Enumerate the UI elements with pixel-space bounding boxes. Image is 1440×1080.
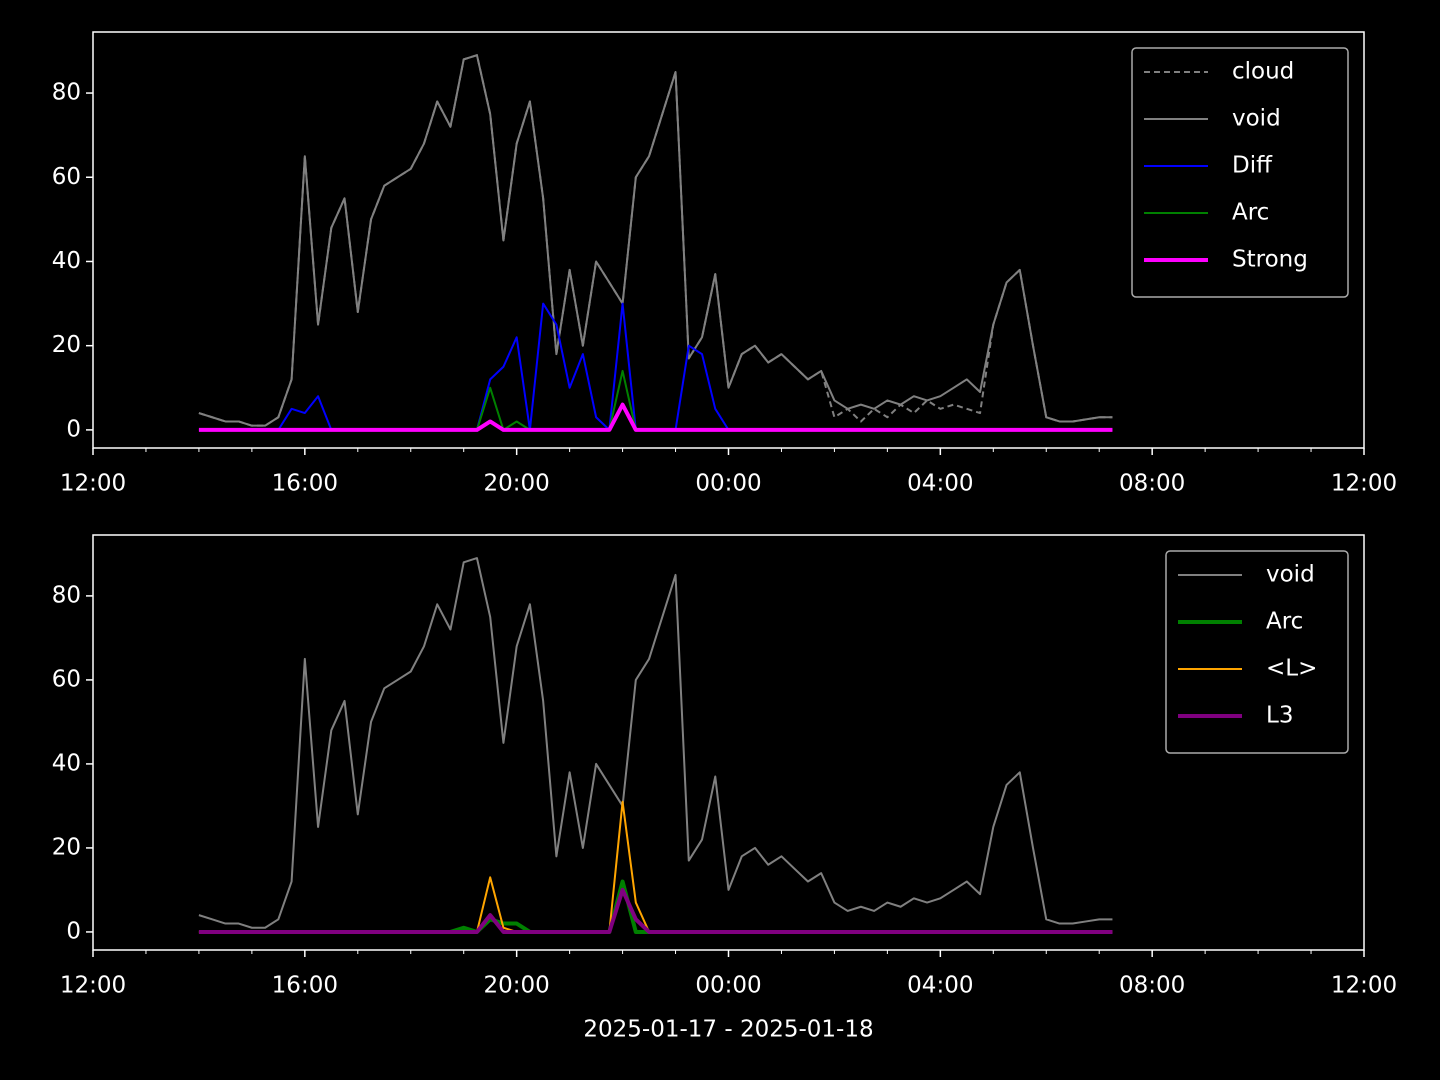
y-tick-label: 60	[52, 164, 81, 190]
axes-frame	[92, 534, 1365, 951]
y-tick-label: 80	[52, 582, 81, 608]
x-axis-label: 2025-01-17 - 2025-01-18	[583, 1017, 873, 1043]
x-tick-label: 16:00	[272, 471, 338, 497]
x-tick-label: 12:00	[1331, 471, 1397, 497]
legend-label: Arc	[1266, 609, 1303, 635]
y-tick-label: 20	[52, 332, 81, 358]
axes-frame	[92, 31, 1365, 449]
y-tick-label: 40	[52, 750, 81, 776]
series-line	[198, 557, 1113, 929]
legend-label: Arc	[1232, 200, 1269, 226]
x-tick-label: 12:00	[60, 973, 126, 999]
y-tick-label: 0	[66, 416, 81, 442]
legend-label: void	[1232, 106, 1281, 132]
y-tick-label: 40	[52, 248, 81, 274]
legend-label: L3	[1266, 703, 1293, 729]
y-tick-label: 20	[52, 834, 81, 860]
legend-label: Diff	[1232, 153, 1273, 179]
legend-box	[1131, 47, 1349, 298]
x-tick-label: 20:00	[484, 471, 550, 497]
legend-label: <L>	[1266, 656, 1317, 682]
y-tick-label: 60	[52, 666, 81, 692]
y-tick-label: 0	[66, 918, 81, 944]
x-tick-label: 08:00	[1119, 471, 1185, 497]
x-tick-label: 16:00	[272, 973, 338, 999]
x-tick-label: 08:00	[1119, 973, 1185, 999]
x-tick-label: 12:00	[1331, 973, 1397, 999]
series-line	[198, 887, 1113, 934]
plot-area	[198, 54, 1113, 432]
legend: cloud void Diff Arc Strong	[1131, 47, 1349, 298]
plot-area	[198, 557, 1113, 934]
y-tick-label: 80	[52, 80, 81, 106]
x-tick-label: 20:00	[484, 973, 550, 999]
legend-label: Strong	[1232, 247, 1308, 273]
legend-label: void	[1266, 562, 1315, 588]
x-tick-label: 12:00	[60, 471, 126, 497]
legend: void Arc <L> L3	[1165, 550, 1349, 754]
x-tick-label: 04:00	[907, 471, 973, 497]
x-tick-label: 00:00	[695, 973, 761, 999]
x-tick-label: 00:00	[695, 471, 761, 497]
series-line	[198, 54, 1113, 427]
x-tick-label: 04:00	[907, 973, 973, 999]
legend-box	[1165, 550, 1349, 754]
series-line	[198, 402, 1113, 432]
legend-label: cloud	[1232, 59, 1294, 85]
